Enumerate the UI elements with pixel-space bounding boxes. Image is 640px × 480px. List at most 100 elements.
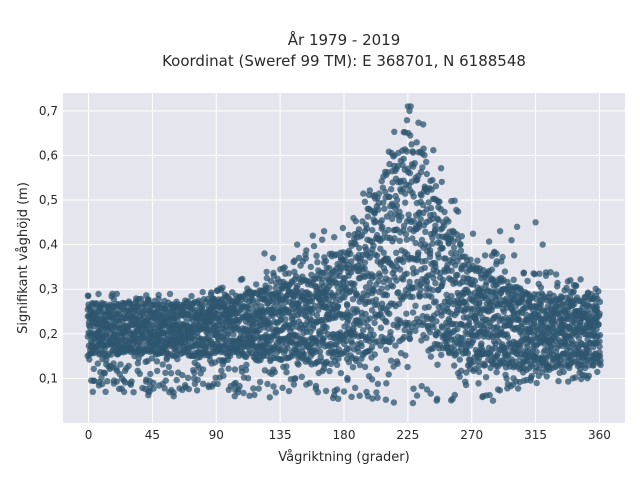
scatter-point-2976 — [351, 239, 358, 247]
scatter-point-2977 — [353, 290, 360, 297]
scatter-point-2779 — [257, 356, 264, 363]
scatter-point-3273 — [493, 250, 500, 257]
scatter-point-2066 — [524, 343, 531, 350]
scatter-point-3155 — [437, 165, 445, 172]
scatter-point-2716 — [230, 331, 237, 338]
scatter-point-2651 — [199, 380, 207, 387]
scatter-point-3398 — [553, 271, 560, 278]
scatter-point-3429 — [567, 356, 575, 363]
scatter-point-2619 — [184, 374, 192, 381]
scatter-point-3200 — [458, 340, 466, 348]
scatter-point-1399 — [382, 188, 389, 196]
scatter-point-2504 — [131, 338, 139, 345]
scatter-point-3041 — [383, 319, 390, 326]
scatter-point-3042 — [382, 396, 390, 403]
scatter-point-1519 — [407, 132, 414, 139]
scatter-point-2939 — [335, 395, 342, 402]
scatter-point-3174 — [444, 344, 451, 351]
scatter-point-2584 — [167, 370, 175, 377]
scatter-point-2823 — [281, 264, 288, 271]
scatter-point-2512 — [133, 303, 140, 310]
scatter-point-1301 — [361, 265, 368, 272]
scatter-point-3218 — [468, 332, 476, 339]
scatter-point-3465 — [585, 372, 592, 379]
scatter-point-3203 — [460, 314, 468, 321]
scatter-point-2736 — [239, 275, 246, 283]
scatter-point-2889 — [313, 252, 320, 259]
scatter-point-2913 — [323, 285, 331, 292]
scatter-point-3480 — [589, 355, 596, 363]
scatter-point-3089 — [406, 328, 414, 335]
scatter-point-2961 — [345, 325, 352, 332]
scatter-point-1738 — [454, 325, 461, 333]
scatter-point-2873 — [302, 255, 309, 262]
scatter-point-1417 — [386, 310, 393, 318]
scatter-point-3157 — [438, 178, 445, 186]
scatter-point-3113 — [417, 286, 424, 294]
scatter-point-3085 — [402, 199, 409, 206]
scatter-point-1638 — [432, 222, 439, 229]
y-tick-label-1: 0,2 — [39, 327, 58, 341]
scatter-point-2942 — [339, 314, 346, 321]
scatter-point-3497 — [231, 393, 238, 400]
scatter-point-3249 — [483, 279, 490, 286]
scatter-point-2989 — [357, 332, 365, 339]
scatter-point-3141 — [430, 323, 437, 331]
scatter-point-1527 — [408, 141, 415, 148]
scatter-point-3241 — [476, 299, 483, 306]
scatter-point-3015 — [373, 389, 380, 396]
scatter-point-3245 — [479, 350, 486, 357]
scatter-point-1623 — [429, 176, 436, 184]
scatter-point-1363 — [375, 277, 382, 285]
scatter-point-2923 — [326, 367, 333, 375]
y-tick-label-3: 0,4 — [39, 238, 58, 252]
scatter-point-3124 — [423, 286, 430, 293]
scatter-point-2454 — [104, 378, 111, 385]
scatter-point-3391 — [547, 269, 554, 276]
scatter-point-1453 — [393, 196, 401, 204]
scatter-point-3279 — [497, 277, 504, 284]
scatter-point-2790 — [263, 268, 270, 276]
scatter-point-2696 — [221, 304, 229, 311]
scatter-point-3235 — [475, 333, 482, 340]
scatter-point-3313 — [510, 276, 517, 283]
scatter-point-2880 — [307, 263, 314, 271]
scatter-point-2471 — [113, 318, 120, 325]
scatter-point-3238 — [475, 354, 483, 362]
scatter-point-2466 — [112, 338, 119, 345]
scatter-point-3051 — [388, 200, 396, 207]
scatter-point-3503 — [496, 228, 504, 235]
scatter-point-2916 — [322, 387, 330, 395]
scatter-point-3258 — [485, 308, 492, 315]
scatter-point-3096 — [408, 218, 415, 226]
scatter-point-3255 — [484, 326, 491, 334]
scatter-point-3346 — [526, 303, 534, 310]
scatter-point-2503 — [126, 380, 134, 387]
scatter-point-3185 — [451, 197, 458, 204]
scatter-point-1430 — [388, 186, 395, 193]
scatter-point-3066 — [394, 289, 401, 297]
scatter-point-2759 — [251, 391, 258, 399]
scatter-point-3021 — [374, 380, 382, 388]
scatter-point-1565 — [417, 215, 424, 223]
scatter-point-3378 — [543, 373, 550, 380]
scatter-point-2499 — [128, 314, 135, 322]
scatter-point-971 — [290, 319, 298, 326]
scatter-point-1176 — [335, 355, 342, 362]
scatter-point-2943 — [337, 265, 344, 272]
scatter-point-1719 — [450, 238, 457, 245]
scatter-point-2700 — [221, 291, 229, 298]
scatter-point-2565 — [159, 361, 166, 368]
scatter-point-3384 — [544, 364, 551, 372]
scatter-point-3176 — [448, 310, 455, 317]
scatter-point-2922 — [325, 316, 333, 323]
scatter-point-2468 — [113, 290, 121, 297]
scatter-point-1468 — [396, 237, 403, 244]
x-tick-label-0: 0 — [85, 428, 93, 442]
scatter-point-1584 — [423, 334, 430, 342]
scatter-point-3080 — [404, 363, 411, 371]
scatter-point-3507 — [539, 241, 546, 248]
scatter-point-2711 — [227, 318, 234, 325]
scatter-point-1668 — [439, 276, 447, 284]
scatter-point-1606 — [425, 199, 432, 206]
